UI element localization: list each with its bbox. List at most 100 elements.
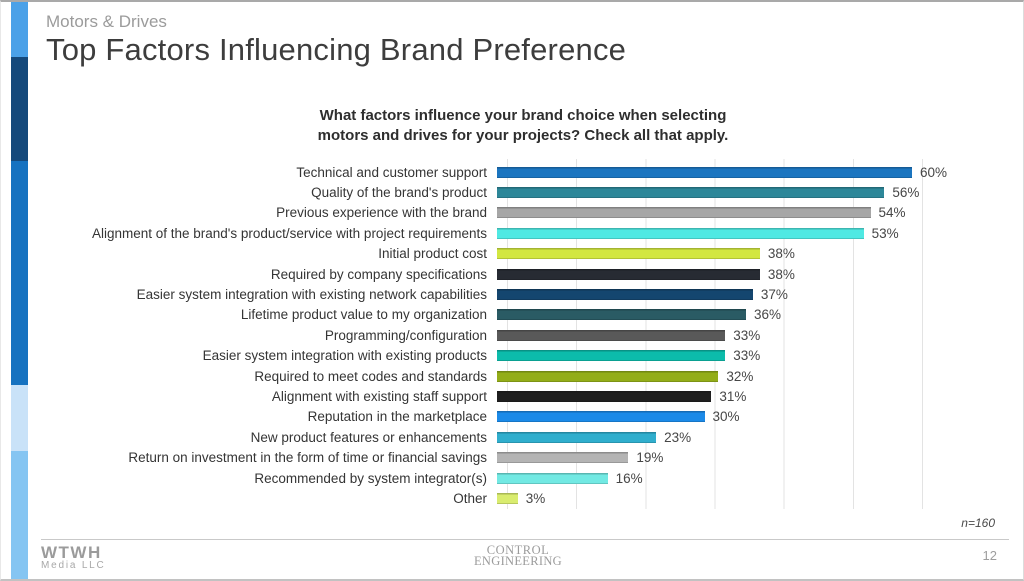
- chart-row: Initial product cost 38%: [37, 244, 999, 264]
- bar: [497, 350, 726, 362]
- sample-size-annotation: n=160: [961, 516, 995, 530]
- bar-area: 36%: [497, 305, 999, 325]
- bar-area: 19%: [497, 447, 999, 467]
- bar: [497, 207, 871, 219]
- value-label: 16%: [615, 470, 643, 486]
- category-label: Reputation in the marketplace: [307, 409, 487, 425]
- bar-area: 38%: [497, 264, 999, 284]
- value-label: 31%: [719, 388, 747, 404]
- chart-row: Required to meet codes and standards 32%: [37, 366, 999, 386]
- value-label: 38%: [767, 266, 795, 282]
- bar: [497, 390, 712, 402]
- value-label: 33%: [733, 348, 761, 364]
- value-label: 53%: [871, 225, 899, 241]
- chart-rows: Technical and customer support 60% Quali…: [37, 162, 999, 509]
- bar: [497, 411, 705, 423]
- category-label: Required to meet codes and standards: [254, 368, 487, 384]
- chart-row: Technical and customer support 60%: [37, 162, 999, 182]
- bar: [497, 187, 885, 199]
- chart-row: Quality of the brand's product 56%: [37, 182, 999, 202]
- value-label: 19%: [636, 450, 664, 466]
- chart-question: What factors influence your brand choice…: [243, 106, 803, 146]
- bar-area: 37%: [497, 284, 999, 304]
- bar: [497, 289, 753, 301]
- category-label: Recommended by system integrator(s): [254, 470, 487, 486]
- chart-row: Previous experience with the brand 54%: [37, 203, 999, 223]
- chart-row: Required by company specifications 38%: [37, 264, 999, 284]
- wtwh-logo-subtext: Media LLC: [41, 560, 106, 571]
- bar-area: 33%: [497, 325, 999, 345]
- bar: [497, 472, 608, 484]
- bar-area: 31%: [497, 386, 999, 406]
- category-label: Easier system integration with existing …: [202, 348, 487, 364]
- bar-area: 3%: [497, 488, 999, 508]
- category-label: Quality of the brand's product: [311, 185, 487, 201]
- bar-area: 32%: [497, 366, 999, 386]
- category-label: Easier system integration with existing …: [136, 287, 487, 303]
- value-label: 38%: [767, 246, 795, 262]
- category-label: New product features or enhancements: [250, 429, 487, 445]
- bar: [497, 452, 629, 464]
- stripe-segment: [11, 161, 28, 385]
- value-label: 3%: [525, 490, 546, 506]
- bar-chart: Technical and customer support 60% Quali…: [37, 159, 999, 509]
- category-label: Technical and customer support: [296, 164, 487, 180]
- ce-logo-line-2: Engineering: [473, 554, 562, 568]
- bar-area: 38%: [497, 244, 999, 264]
- wtwh-logo-text: WTWH: [41, 543, 102, 562]
- chart-row: Easier system integration with existing …: [37, 284, 999, 304]
- slide-eyebrow: Motors & Drives: [46, 12, 167, 31]
- value-label: 37%: [760, 287, 788, 303]
- bar: [497, 227, 864, 239]
- chart-row: Easier system integration with existing …: [37, 346, 999, 366]
- chart-row: Programming/configuration 33%: [37, 325, 999, 345]
- bar: [497, 166, 912, 178]
- question-line-1: What factors influence your brand choice…: [319, 107, 727, 124]
- value-label: 33%: [733, 327, 761, 343]
- bar-area: 30%: [497, 407, 999, 427]
- chart-row: Alignment with existing staff support 31…: [37, 386, 999, 406]
- value-label: 23%: [664, 429, 692, 445]
- chart-row: Other 3%: [37, 488, 999, 508]
- value-label: 36%: [754, 307, 782, 323]
- bar: [497, 268, 760, 280]
- value-label: 30%: [712, 409, 740, 425]
- bar: [497, 309, 746, 321]
- wtwh-media-logo: WTWH Media LLC: [41, 543, 106, 571]
- stripe-segment: [11, 2, 28, 57]
- value-label: 32%: [726, 368, 754, 384]
- category-label: Alignment with existing staff support: [271, 388, 487, 404]
- accent-stripe: [11, 2, 28, 579]
- chart-row: New product features or enhancements 23%: [37, 427, 999, 447]
- control-engineering-logo: Control Engineering: [463, 543, 573, 568]
- category-label: Lifetime product value to my organizatio…: [240, 307, 487, 323]
- bar: [497, 492, 518, 504]
- bar: [497, 431, 657, 443]
- category-label: Other: [453, 490, 487, 506]
- bar-area: 16%: [497, 468, 999, 488]
- footer-divider: [41, 539, 1009, 540]
- value-label: 60%: [920, 164, 948, 180]
- stripe-segment: [11, 57, 28, 161]
- value-label: 54%: [878, 205, 906, 221]
- bar-area: 33%: [497, 346, 999, 366]
- bar-area: 23%: [497, 427, 999, 447]
- value-label: 56%: [892, 185, 920, 201]
- category-label: Required by company specifications: [270, 266, 487, 282]
- bar-area: 60%: [497, 162, 999, 182]
- chart-row: Return on investment in the form of time…: [37, 447, 999, 467]
- chart-row: Recommended by system integrator(s) 16%: [37, 468, 999, 488]
- category-label: Alignment of the brand's product/service…: [91, 225, 487, 241]
- question-line-2: motors and drives for your projects? Che…: [317, 127, 729, 144]
- chart-row: Lifetime product value to my organizatio…: [37, 305, 999, 325]
- bar-area: 53%: [497, 223, 999, 243]
- bar: [497, 248, 760, 260]
- page-number: 12: [982, 548, 997, 563]
- bar-area: 56%: [497, 182, 999, 202]
- stripe-segment: [11, 385, 28, 451]
- ce-logo-line-1: Control: [486, 543, 550, 557]
- chart-row: Reputation in the marketplace 30%: [37, 407, 999, 427]
- category-label: Return on investment in the form of time…: [128, 450, 487, 466]
- bar: [497, 370, 719, 382]
